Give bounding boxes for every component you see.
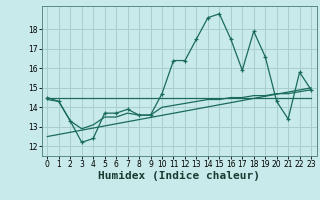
X-axis label: Humidex (Indice chaleur): Humidex (Indice chaleur) bbox=[98, 171, 260, 181]
